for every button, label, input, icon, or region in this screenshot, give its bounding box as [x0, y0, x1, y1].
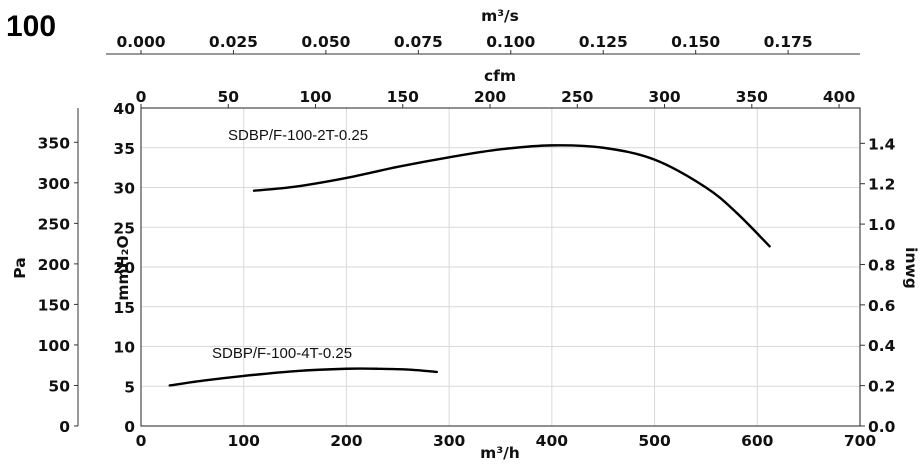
x-tick-label-cfm: 300 — [648, 88, 681, 106]
x-tick-label-m3s: 0.150 — [671, 33, 720, 51]
y-tick-label-mmh2o: 40 — [113, 100, 135, 118]
x-tick-label-cfm: 50 — [217, 88, 239, 106]
x-tick-label-m3s: 0.075 — [394, 33, 443, 51]
y-tick-label-pa: 200 — [38, 256, 71, 274]
x-tick-label-m3s: 0.000 — [116, 33, 165, 51]
x-tick-label-m3s: 0.100 — [486, 33, 535, 51]
y-tick-label-mmh2o: 5 — [124, 378, 135, 396]
grid — [140, 107, 861, 427]
y-tick-label-inwg: 0.4 — [868, 337, 896, 355]
x-axis-label-m3s: m³/s — [481, 7, 519, 25]
y-axis-label-inwg: inwg — [902, 247, 920, 289]
x-tick-label-m3h: 700 — [844, 432, 877, 450]
performance-curve — [252, 144, 771, 248]
x-tick-label-m3s: 0.125 — [579, 33, 628, 51]
y-axis-label-mmh2o: mmH₂O — [114, 235, 132, 300]
x-tick-label-cfm: 400 — [823, 88, 856, 106]
x-axis-label-cfm: cfm — [484, 67, 516, 85]
x-tick-label-cfm: 150 — [387, 88, 420, 106]
y-tick-label-pa: 0 — [59, 418, 70, 436]
y-tick-label-inwg: 1.0 — [868, 216, 896, 234]
x-tick-label-m3s: 0.175 — [764, 33, 813, 51]
tick-labels: 0 100 200 300 400 500 600 700051015202530354005… — [38, 33, 896, 450]
x-tick-label-m3s: 0.025 — [209, 33, 258, 51]
y-tick-label-pa: 250 — [38, 215, 71, 233]
y-tick-label-inwg: 0.6 — [868, 297, 895, 315]
x-tick-label-cfm: 100 — [299, 88, 332, 106]
y-tick-label-inwg: 1.2 — [868, 176, 895, 194]
y-tick-label-mmh2o: 35 — [113, 140, 135, 158]
y-tick-label-mmh2o: 30 — [113, 180, 135, 198]
x-tick-label-m3h: 300 — [433, 432, 466, 450]
x-tick-label-m3h: 400 — [536, 432, 569, 450]
y-tick-label-mmh2o: 10 — [113, 339, 135, 357]
y-tick-label-inwg: 0.0 — [868, 418, 896, 436]
x-tick-label-m3h: 100 — [228, 432, 261, 450]
performance-curve — [168, 367, 439, 387]
y-tick-label-inwg: 0.2 — [868, 378, 895, 396]
x-tick-label-m3h: 500 — [638, 432, 671, 450]
series-label-2t: SDBP/F-100-2T-0.25 — [228, 127, 368, 144]
series-label-4t: SDBP/F-100-4T-0.25 — [212, 345, 352, 362]
x-axis-label-m3h: m³/h — [480, 444, 520, 462]
series-labels: SDBP/F-100-2T-0.25 SDBP/F-100-4T-0.25 — [212, 127, 368, 362]
y-axis-label-pa: Pa — [11, 257, 29, 278]
y-tick-label-inwg: 1.4 — [868, 135, 896, 153]
y-tick-label-pa: 50 — [48, 377, 70, 395]
x-tick-label-m3h: 0 — [136, 432, 147, 450]
curves — [168, 144, 771, 387]
x-tick-label-m3h: 200 — [330, 432, 363, 450]
x-tick-label-cfm: 250 — [561, 88, 594, 106]
y-tick-label-pa: 100 — [38, 337, 71, 355]
x-tick-label-m3s: 0.050 — [301, 33, 350, 51]
plot-frame — [140, 107, 861, 427]
y-tick-label-mmh2o: 0 — [124, 418, 135, 436]
y-tick-label-pa: 300 — [38, 175, 71, 193]
y-tick-label-inwg: 0.8 — [868, 256, 895, 274]
y-tick-label-pa: 350 — [38, 134, 71, 152]
y-tick-label-mmh2o: 15 — [113, 299, 135, 317]
x-tick-label-cfm: 0 — [136, 88, 147, 106]
x-tick-label-cfm: 200 — [474, 88, 507, 106]
page-title: 100 — [6, 10, 56, 43]
x-tick-label-cfm: 350 — [736, 88, 769, 106]
y-tick-label-mmh2o: 25 — [113, 219, 135, 237]
x-tick-label-m3h: 600 — [741, 432, 774, 450]
y-tick-label-pa: 150 — [38, 296, 71, 314]
y-tick-label-mmh2o: 20 — [113, 259, 135, 277]
